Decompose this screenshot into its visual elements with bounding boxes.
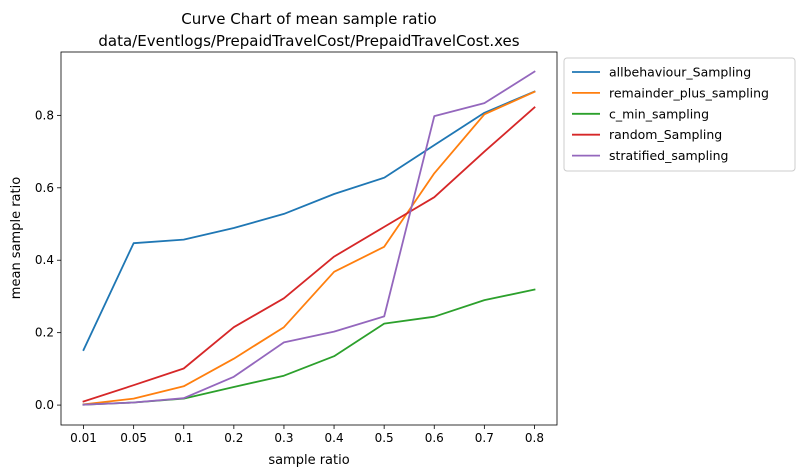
y-axis: 0.0 0.2 0.4 0.6 0.8 (35, 108, 61, 412)
chart-title: Curve Chart of mean sample ratio (181, 10, 436, 28)
x-tick-label: 0.8 (525, 431, 544, 445)
chart-subtitle: data/Eventlogs/PrepaidTravelCost/Prepaid… (98, 32, 519, 50)
y-tick-label: 0.0 (35, 398, 54, 412)
x-tick-label: 0.3 (274, 431, 293, 445)
y-tick-label: 0.8 (35, 108, 54, 122)
legend: allbehaviour_Sampling remainder_plus_samp… (563, 57, 796, 172)
y-axis-label: mean sample ratio (9, 177, 24, 299)
legend-entry: remainder_plus_sampling (609, 85, 769, 100)
x-tick-label: 0.05 (120, 431, 147, 445)
y-tick-label: 0.4 (35, 253, 54, 267)
x-tick-label: 0.01 (70, 431, 97, 445)
series-line-2 (82, 288, 536, 406)
x-tick-label: 0.4 (325, 431, 344, 445)
legend-box (563, 57, 796, 172)
series-line-0 (82, 90, 536, 352)
x-tick-label: 0.2 (224, 431, 243, 445)
x-tick-label: 0.1 (174, 431, 193, 445)
plot-area (60, 51, 558, 426)
plot-frame (60, 51, 558, 426)
x-tick-label: 0.7 (475, 431, 494, 445)
series-line-4 (82, 70, 536, 406)
series-line-1 (82, 90, 536, 406)
series-layer (82, 70, 536, 406)
legend-entry: c_min_sampling (609, 106, 709, 121)
y-tick-label: 0.2 (35, 326, 54, 340)
x-tick-label: 0.6 (425, 431, 444, 445)
legend-entry: random_Sampling (609, 127, 722, 142)
legend-entry: stratified_sampling (609, 148, 728, 163)
legend-entry: allbehaviour_Sampling (609, 65, 751, 80)
series-line-3 (82, 106, 536, 403)
x-tick-label: 0.5 (375, 431, 394, 445)
y-tick-label: 0.6 (35, 181, 54, 195)
x-axis: 0.01 0.05 0.1 0.2 0.3 0.4 0.5 0.6 0.7 0.8 (70, 425, 544, 445)
x-axis-label: sample ratio (268, 453, 349, 468)
